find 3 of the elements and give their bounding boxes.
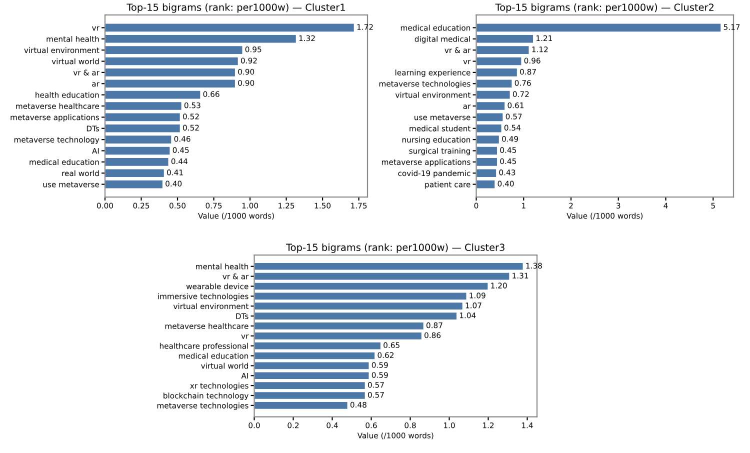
chart-title: Top-15 bigrams (rank: per1000w) — Cluster2 [495,3,714,13]
chart-title: Top-15 bigrams (rank: per1000w) — Cluster1 [126,3,345,13]
chart-title: Top-15 bigrams (rank: per1000w) — Cluster3 [286,243,504,253]
